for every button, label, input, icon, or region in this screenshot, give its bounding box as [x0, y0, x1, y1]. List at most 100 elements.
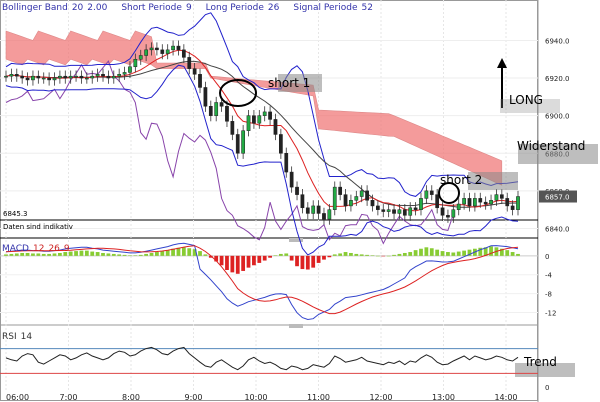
- candle-body: [63, 75, 68, 79]
- candle-body: [343, 194, 348, 207]
- x-tick-label: 14:00: [494, 393, 517, 402]
- macd-histogram-bar: [316, 255, 321, 263]
- candle-body: [257, 115, 262, 124]
- candle-body: [31, 75, 35, 81]
- candle-body: [111, 75, 116, 79]
- candle-body: [84, 77, 89, 80]
- macd-histogram-bar: [322, 255, 326, 260]
- macd-param-signal: 9: [63, 244, 70, 254]
- disclaimer-text: Daten sind indikativ: [3, 223, 73, 231]
- candle-body: [381, 209, 386, 212]
- candle-body: [198, 74, 202, 88]
- macd-histogram-bar: [300, 255, 305, 270]
- candle-body: [392, 209, 396, 214]
- candle-body: [376, 205, 380, 210]
- macd-histogram-bar: [14, 253, 19, 256]
- macd-histogram-bar: [128, 255, 132, 256]
- cloud-area: [5, 30, 503, 186]
- macd-histogram-bar: [52, 253, 57, 256]
- macd-histogram-bar: [510, 252, 515, 256]
- macd-param-fast: 12: [32, 244, 45, 254]
- macd-histogram-bar: [440, 251, 445, 256]
- macd-param-slow: 26: [48, 244, 60, 254]
- candle-body: [397, 209, 402, 214]
- candle-body: [489, 200, 493, 205]
- short1-label-bg: [278, 74, 322, 92]
- candle-body: [122, 72, 127, 75]
- macd-histogram-bar: [429, 248, 434, 256]
- candle-body: [101, 74, 105, 77]
- macd-histogram-bar: [483, 247, 488, 256]
- macd-histogram-bar: [499, 248, 504, 256]
- macd-label: MACD: [2, 244, 29, 254]
- candle-body: [311, 205, 316, 214]
- macd-histogram-bar: [41, 253, 46, 256]
- candle-body: [58, 75, 62, 79]
- macd-histogram-bar: [63, 252, 68, 256]
- panel-resize-handle: [289, 238, 303, 242]
- signal-period-label: Signal Periode: [293, 3, 358, 13]
- bollinger-param-period: 20: [71, 3, 84, 13]
- macd-histogram-bar: [262, 255, 267, 261]
- macd-histogram-bar: [370, 255, 375, 256]
- macd-histogram-bar: [354, 253, 359, 256]
- macd-histogram-bar: [117, 254, 122, 256]
- rsi-legend: RSI 14: [2, 333, 32, 342]
- macd-histogram-bar: [138, 254, 143, 256]
- macd-histogram-bar: [79, 250, 84, 256]
- rsi-label: RSI: [2, 332, 17, 342]
- candle-body: [230, 121, 235, 135]
- macd-histogram-bar: [111, 253, 116, 256]
- macd-histogram-bar: [68, 251, 73, 256]
- y-tick-label: 6940.0: [545, 37, 570, 45]
- macd-y-tick-label: -4: [545, 272, 553, 280]
- macd-histogram-bar: [84, 250, 89, 256]
- macd-histogram-bar: [4, 254, 8, 256]
- candle-body: [47, 77, 51, 81]
- candle-body: [68, 75, 73, 79]
- candle-body: [295, 186, 299, 195]
- macd-histogram-bar: [181, 247, 186, 256]
- macd-histogram-bar: [230, 255, 235, 273]
- candle-body: [90, 75, 95, 79]
- candle-body: [273, 119, 278, 135]
- candle-body: [246, 115, 251, 131]
- candle-body: [176, 45, 181, 51]
- candle-body: [478, 198, 483, 203]
- macd-histogram-bar: [36, 253, 41, 256]
- candle-body: [149, 47, 154, 51]
- bollinger-lower: [5, 64, 519, 256]
- y-tick-label: 6840.0: [545, 225, 570, 233]
- candle-body: [219, 102, 224, 107]
- macd-histogram-bar: [160, 251, 165, 256]
- candle-body: [462, 198, 466, 205]
- macd-histogram-bar: [349, 252, 353, 256]
- short-period-value: 9: [185, 3, 192, 13]
- candle-body: [284, 153, 289, 173]
- candle-body: [106, 75, 111, 79]
- y-tick-label: 6920.0: [545, 75, 570, 83]
- macd-histogram-bar: [284, 253, 289, 256]
- macd-histogram-bar: [47, 253, 52, 256]
- candle-body: [181, 49, 186, 58]
- macd-histogram-bar: [187, 248, 192, 256]
- candle-body: [516, 196, 520, 210]
- macd-histogram-bar: [149, 252, 154, 256]
- macd-histogram-bar: [332, 254, 337, 256]
- widerstand-label-bg: [518, 144, 598, 164]
- candle-body: [252, 115, 256, 124]
- macd-histogram-bar: [295, 255, 299, 267]
- macd-histogram-bar: [467, 249, 472, 256]
- candle-body: [262, 111, 267, 116]
- short2-label-bg: [468, 172, 518, 190]
- macd-histogram-bar: [31, 253, 35, 256]
- macd-histogram-bar: [402, 252, 407, 256]
- macd-histogram-bar: [424, 247, 429, 256]
- x-tick-label: 11:00: [307, 393, 330, 402]
- macd-histogram-bar: [446, 252, 450, 256]
- candle-body: [338, 186, 343, 195]
- candle-body: [300, 194, 305, 209]
- candle-body: [322, 213, 326, 220]
- candle-body: [440, 207, 445, 216]
- macd-histogram-bar: [489, 246, 493, 256]
